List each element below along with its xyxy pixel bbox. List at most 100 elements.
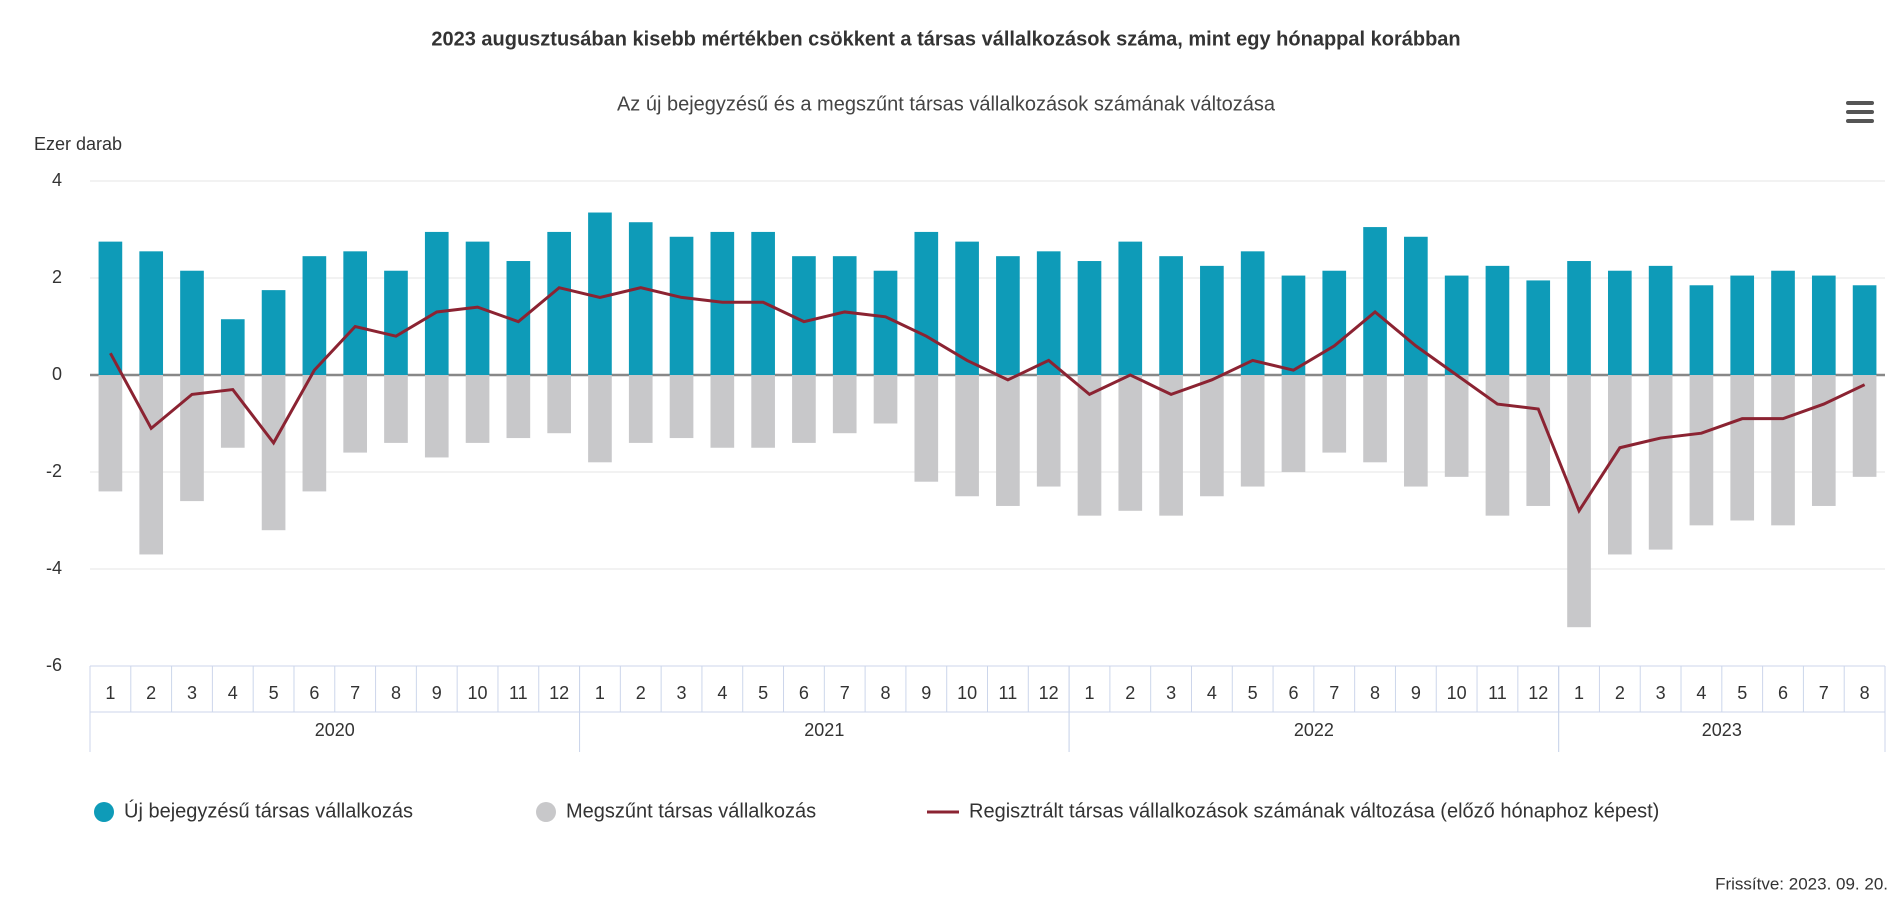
- bar: [1771, 375, 1795, 526]
- bar: [261, 375, 286, 531]
- x-tick-label: 7: [1819, 683, 1829, 703]
- bar: [628, 375, 653, 443]
- bar: [1444, 375, 1469, 477]
- bar: [955, 375, 979, 497]
- bar: [996, 375, 1020, 506]
- x-tick-label: 9: [432, 683, 442, 703]
- legend-label: Regisztrált társas vállalkozások számána…: [969, 800, 1659, 822]
- x-tick-label: 10: [1447, 683, 1467, 703]
- bar: [832, 375, 857, 434]
- menu-bar[interactable]: [1846, 101, 1874, 105]
- bar: [1444, 275, 1469, 375]
- bar: [1811, 375, 1836, 506]
- bar: [139, 251, 164, 375]
- x-tick-label: 10: [468, 683, 488, 703]
- bar: [547, 375, 571, 434]
- bar: [98, 241, 123, 375]
- bar: [1363, 227, 1387, 375]
- bar: [1118, 375, 1143, 511]
- x-group-label: 2022: [1294, 720, 1334, 740]
- x-tick-label: 4: [1207, 683, 1217, 703]
- legend-marker: [536, 802, 556, 822]
- x-tick-label: 8: [1860, 683, 1870, 703]
- bar: [1852, 285, 1877, 375]
- x-tick-label: 9: [1411, 683, 1421, 703]
- x-group-label: 2021: [804, 720, 844, 740]
- x-tick-label: 3: [677, 683, 687, 703]
- bar: [1607, 375, 1632, 555]
- bar: [1159, 256, 1183, 375]
- bar: [465, 375, 490, 443]
- bar: [1485, 265, 1510, 375]
- bar: [180, 375, 204, 502]
- x-tick-label: 5: [758, 683, 768, 703]
- legend-label: Megszűnt társas vállalkozás: [566, 800, 816, 822]
- bar: [792, 256, 816, 375]
- bar: [1689, 375, 1714, 526]
- bar: [588, 375, 612, 463]
- bar: [343, 375, 368, 453]
- bar: [588, 212, 612, 375]
- bar: [955, 241, 979, 375]
- bar: [1322, 375, 1347, 453]
- bar: [1200, 375, 1224, 497]
- x-tick-label: 12: [549, 683, 569, 703]
- bar: [1404, 236, 1428, 375]
- x-tick-label: 12: [1528, 683, 1548, 703]
- bar: [914, 375, 939, 482]
- x-tick-label: 8: [1370, 683, 1380, 703]
- menu-icon[interactable]: [1846, 101, 1874, 123]
- x-tick-label: 2: [1125, 683, 1135, 703]
- bar: [1811, 275, 1836, 375]
- chart-title: 2023 augusztusában kisebb mértékben csök…: [431, 28, 1460, 50]
- bar: [1159, 375, 1183, 516]
- y-tick-label: 0: [52, 364, 62, 384]
- x-tick-label: 2: [1615, 683, 1625, 703]
- x-tick-label: 8: [391, 683, 401, 703]
- menu-bar[interactable]: [1846, 110, 1874, 114]
- x-tick-label: 11: [509, 683, 528, 703]
- bar: [1036, 251, 1061, 375]
- bar: [1036, 375, 1061, 487]
- x-tick-label: 2: [636, 683, 646, 703]
- bar: [220, 319, 245, 375]
- x-tick-label: 3: [1656, 683, 1666, 703]
- legend-label: Új bejegyzésű társas vállalkozás: [124, 799, 413, 822]
- bar: [832, 256, 857, 375]
- bar: [1567, 261, 1591, 375]
- bar: [1118, 241, 1143, 375]
- bar: [1077, 375, 1102, 516]
- x-tick-label: 4: [717, 683, 727, 703]
- bar: [506, 375, 531, 439]
- bar: [1648, 375, 1673, 550]
- x-tick-label: 7: [840, 683, 850, 703]
- bar: [873, 375, 898, 424]
- bar: [1526, 375, 1551, 506]
- bar: [506, 261, 531, 375]
- bar: [547, 231, 571, 375]
- x-tick-label: 11: [999, 683, 1018, 703]
- bar: [1322, 270, 1347, 375]
- footer: Frissítve: 2023. 09. 20.: [1715, 874, 1888, 893]
- x-tick-label: 7: [350, 683, 360, 703]
- bar: [792, 375, 816, 443]
- bar: [1689, 285, 1714, 375]
- x-tick-label: 2: [146, 683, 156, 703]
- menu-bar[interactable]: [1846, 119, 1874, 123]
- x-tick-label: 4: [228, 683, 238, 703]
- bar: [1200, 265, 1224, 375]
- bar: [1567, 375, 1591, 628]
- bar: [1730, 375, 1755, 521]
- bar: [873, 270, 898, 375]
- bar: [98, 375, 123, 492]
- bar: [669, 236, 694, 375]
- x-tick-label: 5: [269, 683, 279, 703]
- x-tick-label: 12: [1039, 683, 1059, 703]
- bar: [424, 375, 449, 458]
- bar: [914, 231, 939, 375]
- x-tick-label: 6: [1288, 683, 1298, 703]
- bar: [220, 375, 245, 448]
- bar: [1281, 275, 1306, 375]
- x-group-label: 2020: [315, 720, 355, 740]
